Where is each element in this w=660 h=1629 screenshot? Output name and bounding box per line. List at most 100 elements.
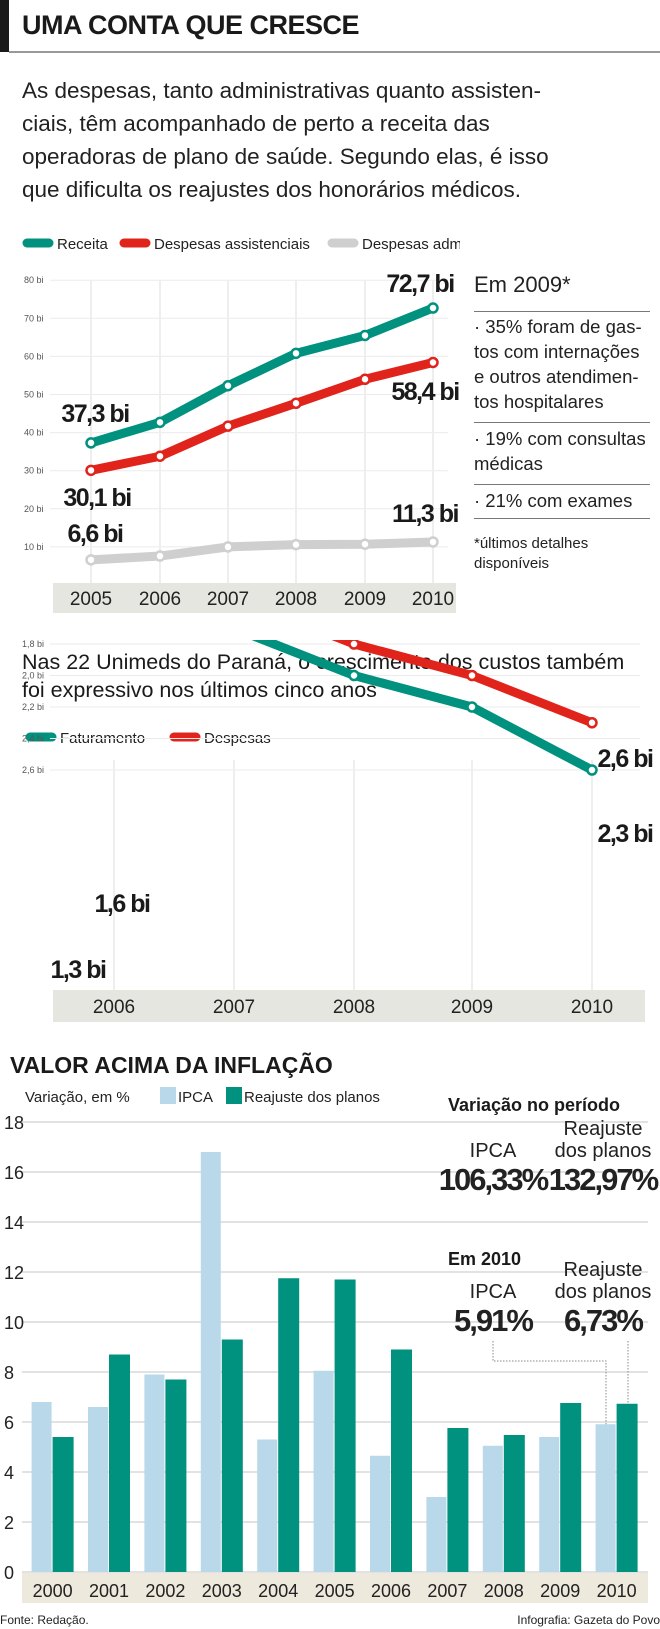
data-point	[222, 420, 234, 432]
bar-reajuste-2000	[52, 1437, 74, 1572]
bar-ipca-2009	[539, 1437, 560, 1572]
data-point	[154, 550, 166, 562]
data-point	[222, 541, 234, 553]
legend-swatch	[226, 1087, 242, 1104]
panel-line: · 19% com consultas	[474, 428, 646, 449]
data-point	[290, 347, 302, 360]
bar-ipca-2008	[482, 1445, 503, 1572]
data-point	[154, 416, 166, 429]
period-reajuste-label: Reajuste dos planos	[548, 1118, 658, 1162]
panel-footnote: *últimos detalhes disponíveis	[474, 534, 654, 574]
data-point	[222, 379, 234, 392]
x-tick-label: 2005	[70, 589, 112, 610]
start-value-label: 6,6 bi	[68, 520, 123, 548]
label-line: dos planos	[554, 1140, 652, 1162]
start-value-label: 30,1 bi	[63, 484, 131, 512]
y-tick-label: 2	[4, 1513, 14, 1533]
series-line-despesas	[331, 640, 594, 727]
start-value-label: 1,6 bi	[95, 890, 150, 918]
intro-line: ciais, têm acompanhado de perto a receit…	[22, 111, 490, 136]
ipca-2010-value: 5,91%	[454, 1303, 534, 1338]
x-tick-label: 2001	[89, 1581, 129, 1601]
x-axis-band	[53, 990, 645, 1022]
bar-reajuste-2002	[165, 1379, 187, 1572]
series-line-despesas-assistenciais	[90, 358, 435, 475]
source-note: Fonte: Redação.	[0, 1613, 89, 1627]
bar-ipca-2004	[257, 1439, 278, 1572]
data-point	[85, 554, 97, 566]
series-line-despesas-administrativas	[90, 537, 434, 565]
end-value-label: 58,4 bi	[391, 378, 459, 406]
label-line: Reajuste	[563, 1259, 643, 1281]
panel-line: e outros atendimen-	[474, 366, 639, 387]
x-tick-label: 2010	[571, 997, 613, 1018]
y-tick-label: 50 bi	[24, 390, 44, 400]
legend-swatch	[160, 1087, 176, 1104]
period-ipca-label: IPCA	[469, 1140, 517, 1162]
header-divider	[9, 51, 660, 53]
panel-line: tos com internações	[474, 341, 640, 362]
chart2-title: Nas 22 Unimeds do Paraná, o crescimento …	[22, 650, 625, 702]
y-tick-label: 10 bi	[24, 542, 44, 552]
chart-inflacao: Variação, em % IPCA Reajuste dos planos 0 2 4…	[4, 1087, 648, 1603]
x-axis-band	[22, 1573, 648, 1603]
x-tick-label: 2008	[484, 1581, 524, 1601]
panel-line: tos hospitalares	[474, 391, 604, 412]
end-value-label: 2,3 bi	[598, 820, 653, 848]
x-tick-label: 2010	[412, 589, 454, 610]
label-line: Reajuste	[563, 1118, 643, 1140]
panel-line: · 21% com exames	[474, 490, 633, 511]
y-tick-label: 80 bi	[24, 275, 44, 285]
start-value-label: 37,3 bi	[61, 400, 129, 428]
chart-operadoras: Receita Despesas assistenciais Despesas ad…	[22, 236, 460, 613]
intro-text: As despesas, tanto administrativas quant…	[22, 74, 652, 206]
data-point	[154, 450, 166, 462]
data-point	[290, 397, 302, 410]
intro-line: que dificulta os reajustes dos honorário…	[22, 177, 522, 202]
period-reajuste-value: 132,97%	[548, 1162, 659, 1197]
y-tick-label: 2,4 bi	[22, 734, 44, 744]
bar-ipca-2010	[595, 1424, 616, 1572]
legend-label: Receita	[57, 236, 109, 253]
panel-item: · 35% foram de gas- tos com internações …	[474, 314, 654, 414]
x-tick-label: 2004	[258, 1581, 298, 1601]
page-title: UMA CONTA QUE CRESCE	[22, 10, 360, 40]
y-tick-label: 0	[4, 1563, 14, 1583]
series-line-faturamento	[251, 640, 595, 774]
bar-ipca-2007	[426, 1497, 447, 1572]
x-tick-label: 2003	[202, 1581, 242, 1601]
bar-reajuste-2007	[447, 1428, 469, 1572]
bar-reajuste-2008	[503, 1435, 525, 1572]
y-tick-label: 2,6 bi	[22, 765, 44, 775]
x-tick-label: 2000	[33, 1581, 73, 1601]
x-tick-label: 2010	[597, 1581, 637, 1601]
data-point	[359, 373, 371, 386]
y-tick-label: 2,0 bi	[22, 671, 44, 681]
x-tick-label: 2009	[344, 589, 386, 610]
bar-reajuste-2009	[560, 1403, 582, 1572]
y-tick-label: 4	[4, 1463, 14, 1483]
x-tick-label: 2006	[371, 1581, 411, 1601]
y-tick-label: 6	[4, 1413, 14, 1433]
footnote-line: disponíveis	[474, 555, 550, 572]
panel-line: · 35% foram de gas-	[474, 316, 642, 337]
divider	[474, 518, 650, 519]
data-point	[586, 764, 598, 776]
x-tick-label: 2007	[427, 1581, 467, 1601]
y-tick-label: 60 bi	[24, 351, 44, 361]
y-tick-label: 16	[4, 1163, 24, 1183]
legend-label: Reajuste dos planos	[244, 1089, 380, 1106]
data-point	[290, 538, 302, 551]
legend-label: Despesas administrativas	[362, 236, 460, 253]
bar-ipca-2001	[88, 1407, 108, 1572]
data-point	[359, 329, 371, 342]
footnote-line: *últimos detalhes	[474, 535, 589, 552]
y-tick-label: 12	[4, 1263, 24, 1283]
divider	[474, 484, 650, 485]
data-point	[586, 717, 598, 729]
period-heading: Variação no período	[448, 1095, 621, 1115]
intro-line: operadoras de plano de saúde. Segundo el…	[22, 144, 549, 169]
x-tick-label: 2007	[213, 997, 255, 1018]
bar-ipca-2000	[31, 1402, 52, 1572]
y-tick-label: 30 bi	[24, 466, 44, 476]
